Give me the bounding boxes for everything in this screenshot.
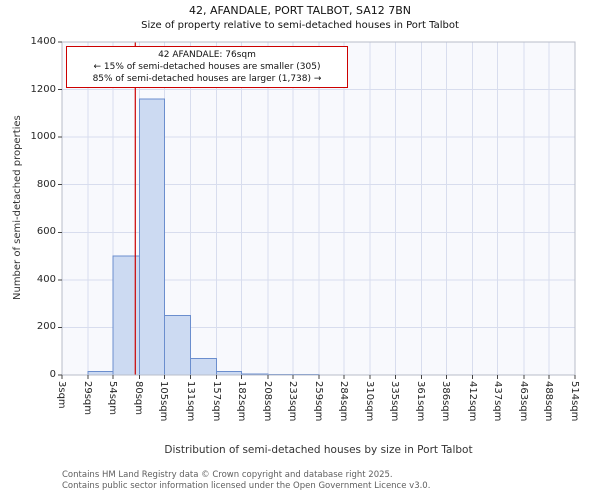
annotation-property-line: 42 AFANDALE: 76sqm [158,50,256,60]
chart-subtitle: Size of property relative to semi-detach… [141,20,459,31]
histogram-bar [216,370,243,376]
chart-title: 42, AFANDALE, PORT TALBOT, SA12 7BN [188,4,412,17]
footer-licence-line: Contains public sector information licen… [62,481,431,491]
histogram-bar [163,315,192,376]
x-axis-label: Distribution of semi-detached houses by … [164,444,473,456]
footer-copyright-line: Contains HM Land Registry data © Crown c… [62,470,393,480]
y-axis-label: Number of semi-detached properties [12,115,23,300]
annotation-box: 42 AFANDALE: 76sqm ← 15% of semi-detache… [66,46,348,88]
annotation-smaller-line: ← 15% of semi-detached houses are smalle… [93,62,321,72]
histogram-bar [87,370,114,376]
annotation-larger-line: 85% of semi-detached houses are larger (… [92,74,322,84]
plot-border [61,41,576,376]
histogram-bar [138,98,165,376]
histogram-bar [190,357,218,376]
footer: Contains HM Land Registry data © Crown c… [62,470,430,492]
